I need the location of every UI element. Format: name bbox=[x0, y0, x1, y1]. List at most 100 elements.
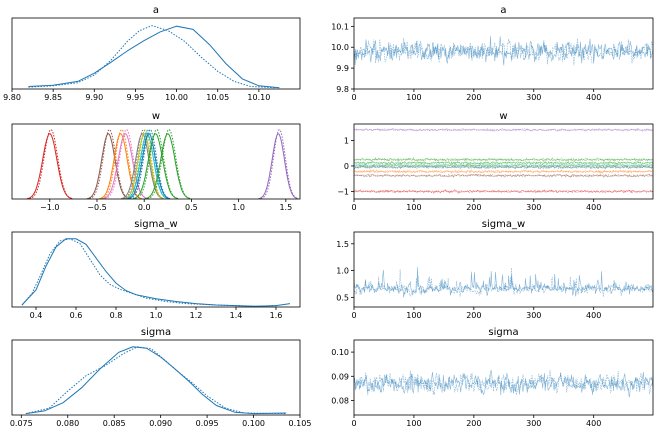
y-tick-label: 1.5 bbox=[336, 240, 349, 249]
x-tick-label: 10.05 bbox=[206, 93, 229, 102]
x-tick-label: 400 bbox=[586, 311, 601, 320]
axes-frame bbox=[353, 231, 654, 308]
trace-line bbox=[354, 127, 653, 133]
y-tick-label: 1 bbox=[344, 137, 349, 146]
x-tick-label: 0.075 bbox=[10, 419, 33, 428]
x-tick-label: 300 bbox=[526, 419, 541, 428]
x-tick-label: 10.10 bbox=[247, 93, 270, 102]
trace-line bbox=[354, 164, 653, 170]
x-tick-label: 400 bbox=[586, 93, 601, 102]
series-line bbox=[28, 25, 280, 89]
density-line bbox=[87, 133, 130, 199]
trace-line bbox=[354, 169, 653, 174]
x-tick-label: 100 bbox=[406, 311, 421, 320]
density-line bbox=[101, 129, 142, 199]
trace-line bbox=[354, 162, 653, 168]
y-tick-label: −1 bbox=[337, 187, 349, 196]
trace-line bbox=[354, 157, 653, 162]
x-tick-label: 100 bbox=[406, 203, 421, 212]
trace-line bbox=[354, 128, 653, 132]
trace-line bbox=[354, 164, 653, 170]
x-tick-label: 9.95 bbox=[127, 93, 145, 102]
x-tick-label: 0 bbox=[351, 311, 356, 320]
x-tick-label: 0.085 bbox=[103, 419, 126, 428]
x-tick-label: 300 bbox=[526, 311, 541, 320]
plot-area bbox=[28, 25, 280, 89]
axes-frame bbox=[353, 339, 654, 416]
axes-frame bbox=[11, 231, 301, 308]
panel-title: sigma_w bbox=[134, 219, 177, 230]
trace-line bbox=[354, 156, 653, 163]
trace-line bbox=[354, 369, 653, 396]
y-tick-label: 1.0 bbox=[336, 267, 349, 276]
panel-a_trace: a 0 100 200 300 400 9.8 9.9 10.0 10.1 bbox=[331, 5, 654, 102]
density-line bbox=[124, 133, 164, 199]
x-tick-label: −0.5 bbox=[87, 203, 106, 212]
panel-sigma_kde: sigma 0.075 0.080 0.085 0.090 0.095 0.100 0.105 bbox=[10, 327, 312, 428]
axes-frame bbox=[353, 123, 654, 200]
plot-area bbox=[354, 36, 653, 66]
x-tick-label: 400 bbox=[586, 419, 601, 428]
x-tick-label: 1.5 bbox=[279, 203, 292, 212]
x-tick-label: −1.0 bbox=[40, 203, 59, 212]
x-tick-label: 9.85 bbox=[44, 93, 62, 102]
y-tick-label: 10.1 bbox=[331, 22, 349, 31]
density-line bbox=[147, 129, 191, 199]
trace-line bbox=[354, 369, 653, 398]
density-line bbox=[123, 129, 164, 199]
x-tick-label: 1.0 bbox=[232, 203, 245, 212]
x-tick-label: 0.4 bbox=[30, 311, 43, 320]
y-tick-label: 9.8 bbox=[336, 85, 349, 94]
x-tick-label: 200 bbox=[466, 93, 481, 102]
x-tick-label: 200 bbox=[466, 203, 481, 212]
x-tick-label: 100 bbox=[406, 93, 421, 102]
trace-line bbox=[354, 267, 653, 297]
density-line bbox=[127, 133, 171, 199]
trace-line bbox=[354, 267, 653, 298]
x-tick-label: 1.0 bbox=[150, 311, 163, 320]
trace-line bbox=[354, 173, 653, 178]
series-line bbox=[21, 238, 277, 307]
x-tick-label: 0.080 bbox=[56, 419, 79, 428]
density-line bbox=[132, 133, 179, 199]
x-tick-label: 400 bbox=[586, 203, 601, 212]
panel-title: sigma_w bbox=[482, 219, 525, 230]
density-line bbox=[134, 129, 179, 199]
panel-sigma_w_kde: sigma_w 0.4 0.6 0.8 1.0 1.2 1.4 1.6 bbox=[11, 219, 301, 320]
density-line bbox=[89, 129, 130, 199]
x-tick-label: 0.095 bbox=[196, 419, 219, 428]
panel-w_kde: w −1.0 −0.5 0.0 0.5 1.0 1.5 bbox=[11, 111, 301, 212]
axes-frame bbox=[11, 339, 301, 416]
x-tick-label: 0.0 bbox=[138, 203, 151, 212]
panel-title: w bbox=[499, 111, 507, 122]
series-line bbox=[25, 346, 287, 415]
x-tick-label: 300 bbox=[526, 93, 541, 102]
x-tick-label: 10.00 bbox=[165, 93, 188, 102]
x-tick-label: 0 bbox=[351, 419, 356, 428]
trace-line bbox=[354, 36, 653, 66]
panel-title: a bbox=[153, 5, 159, 16]
x-tick-label: 9.90 bbox=[85, 93, 103, 102]
x-tick-label: 1.2 bbox=[190, 311, 203, 320]
axes-frame bbox=[353, 17, 654, 90]
panel-title: sigma bbox=[488, 327, 518, 338]
plot-area bbox=[354, 267, 653, 298]
density-line bbox=[125, 133, 169, 199]
density-line bbox=[144, 133, 191, 199]
x-tick-label: 1.4 bbox=[230, 311, 243, 320]
plot-area bbox=[354, 127, 653, 195]
x-tick-label: 100 bbox=[406, 419, 421, 428]
panel-sigma_w_trace: sigma_w 0 100 200 300 400 0.5 1.0 1.5 bbox=[336, 219, 654, 320]
density-line bbox=[260, 129, 299, 199]
x-tick-label: 0.5 bbox=[185, 203, 198, 212]
trace-line bbox=[354, 37, 653, 66]
density-line bbox=[121, 133, 164, 199]
x-tick-label: 200 bbox=[466, 419, 481, 428]
y-tick-label: 10.0 bbox=[331, 43, 349, 52]
density-line bbox=[129, 129, 171, 199]
trace-line bbox=[354, 160, 653, 166]
y-tick-label: 0.5 bbox=[336, 293, 349, 302]
x-tick-label: 9.80 bbox=[3, 93, 21, 102]
series-line bbox=[25, 346, 287, 415]
